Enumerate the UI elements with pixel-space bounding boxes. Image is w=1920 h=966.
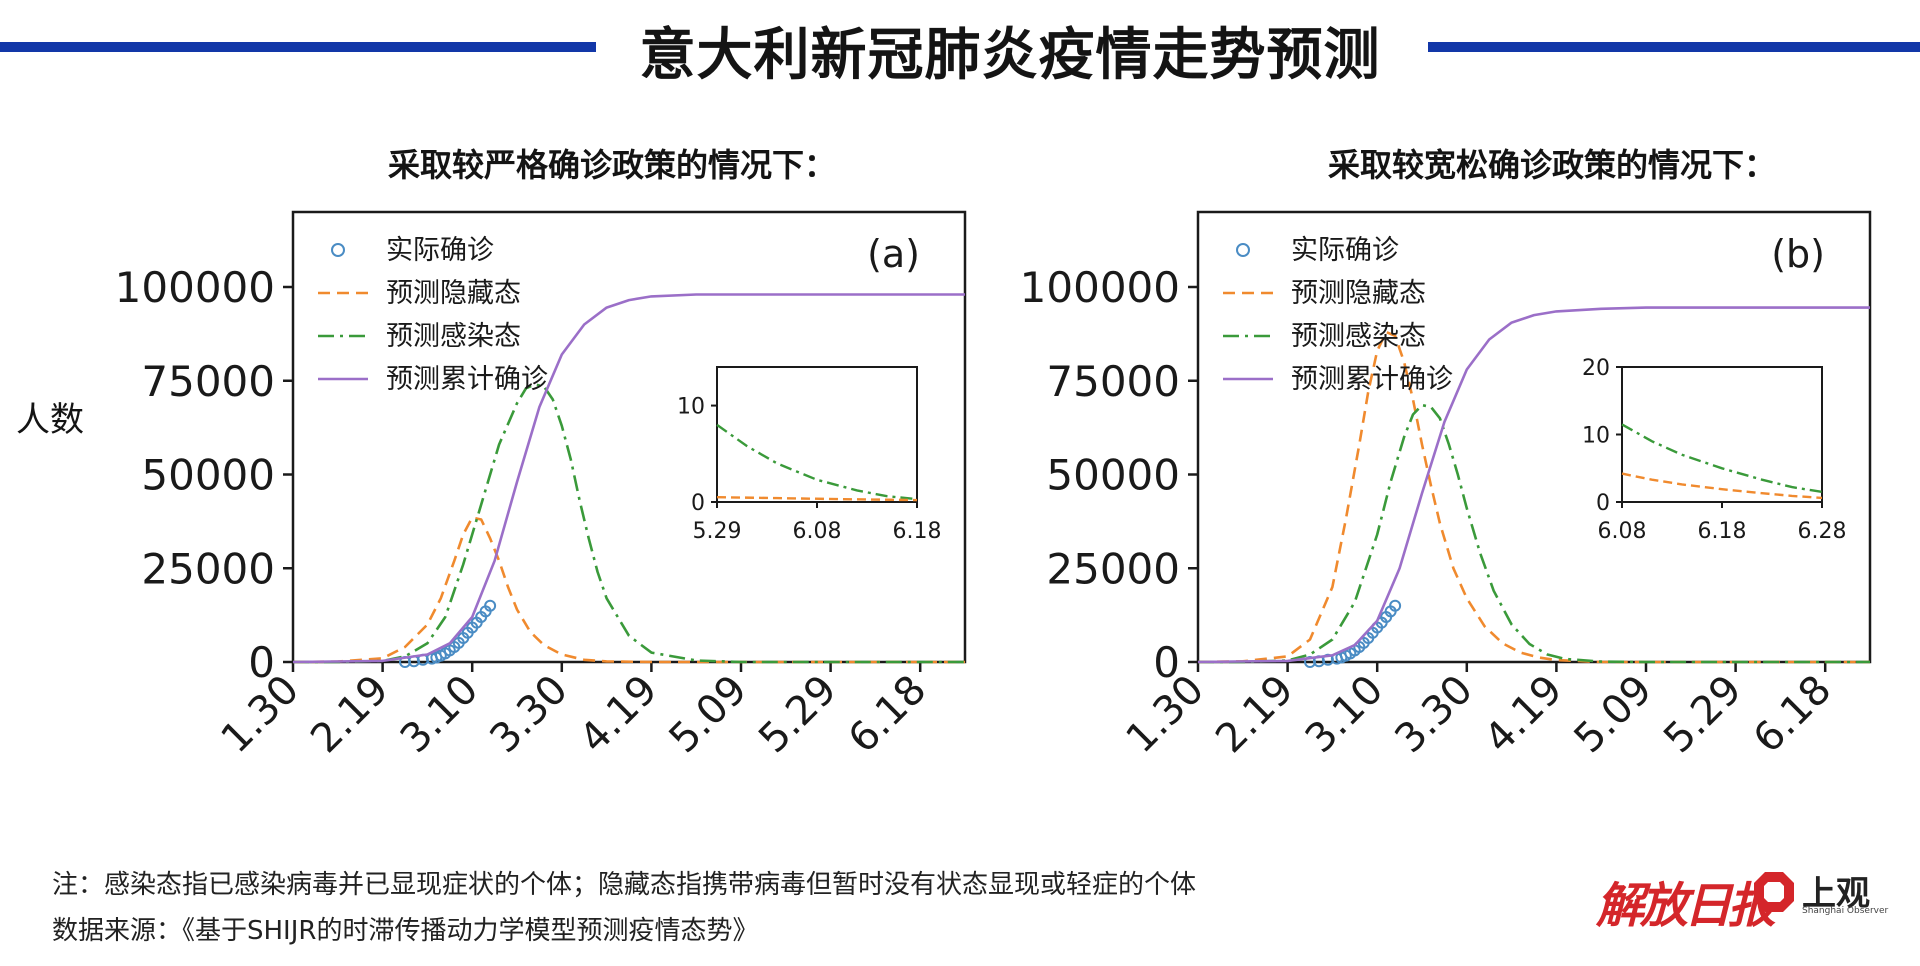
inset-x-tick-label: 6.18 [893, 519, 942, 544]
x-tick-label: 5.09 [661, 667, 757, 763]
inset-frame [1621, 366, 1823, 503]
legend-item-label: 预测感染态 [386, 321, 521, 352]
y-tick-label: 25000 [1046, 544, 1180, 593]
y-tick-label: 50000 [1046, 451, 1180, 500]
inset-series-line [716, 423, 918, 501]
jiefang-daily-logo: 解放日报 [1596, 878, 1776, 934]
series-line [292, 516, 965, 664]
x-tick-label: 1.30 [213, 667, 309, 763]
series-dashdot [293, 383, 965, 664]
panel-label: (b) [1771, 232, 1825, 276]
page-title: 意大利新冠肺炎疫情走势预测 [639, 23, 1381, 88]
inset-frame [716, 366, 918, 503]
series-dashed [292, 516, 965, 664]
legend-swatch [331, 243, 345, 257]
chart-b: 0 25000 50000 75000 100000 1.302.193.103.304.… [1020, 210, 1872, 763]
inset-y-tick-label: 10 [677, 395, 705, 420]
x-tick-label: 6.18 [1745, 667, 1841, 763]
shangguan-logo-text: 上观 [1802, 874, 1870, 914]
shangguan-logo-subtext: Shanghai Observer [1802, 906, 1889, 916]
x-tick-label: 2.19 [1207, 667, 1303, 763]
series-dashdot [1198, 403, 1870, 664]
series-line [1198, 403, 1870, 664]
legend-item-label: 预测累计确诊 [386, 364, 548, 395]
observed-point [484, 599, 497, 612]
x-tick-label: 2.19 [302, 667, 398, 763]
series-line [1197, 330, 1870, 664]
x-tick-label: 3.10 [1297, 667, 1393, 763]
inset-x-tick-label: 5.29 [693, 519, 742, 544]
panel-label: (a) [867, 232, 920, 276]
inset-x-tick-label: 6.18 [1698, 519, 1747, 544]
x-tick-label: 4.19 [1476, 667, 1572, 763]
series-dashed [1197, 330, 1870, 664]
series-line [1197, 306, 1870, 664]
series-solid [1197, 306, 1870, 664]
inset-y-tick-label: 0 [691, 491, 705, 516]
inset-y-tick-label: 20 [1582, 356, 1610, 381]
series-line [293, 383, 965, 664]
y-tick-label: 25000 [141, 544, 275, 593]
x-tick-label: 3.30 [1386, 667, 1482, 763]
inset-series-line [716, 496, 918, 502]
chart-a: 0 25000 50000 75000 100000 1.302.193.103.304.… [115, 210, 967, 763]
x-tick-label: 5.09 [1566, 667, 1662, 763]
inset-y-tick-label: 0 [1596, 491, 1610, 516]
chart-b-subtitle: 采取较宽松确诊政策的情况下： [1328, 146, 1777, 184]
y-tick-label: 50000 [141, 451, 275, 500]
legend-item-label: 实际确诊 [386, 235, 494, 266]
y-tick-label: 100000 [1020, 263, 1180, 312]
legend-item-label: 预测感染态 [1291, 321, 1426, 352]
chart-a-subtitle: 采取较严格确诊政策的情况下： [388, 146, 837, 184]
observed-point [1389, 599, 1402, 612]
y-axis-label: 人数 [16, 400, 84, 440]
footnote-definition: 注：感染态指已感染病毒并已显现症状的个体；隐藏态指携带病毒但暂时没有状态显现或轻… [52, 870, 1197, 900]
inset-x-tick-label: 6.28 [1798, 519, 1847, 544]
y-tick-label: 100000 [115, 263, 275, 312]
inset-series-line [1621, 423, 1823, 494]
legend-swatch [1236, 243, 1250, 257]
inset-x-tick-label: 6.08 [793, 519, 842, 544]
legend-item-label: 预测隐藏态 [386, 278, 521, 309]
series-solid [292, 293, 965, 664]
legend-item-label: 预测累计确诊 [1291, 364, 1453, 395]
x-tick-label: 5.29 [1655, 667, 1751, 763]
legend-item-label: 实际确诊 [1291, 235, 1399, 266]
series-line [292, 293, 965, 664]
inset-x-tick-label: 6.08 [1598, 519, 1647, 544]
x-tick-label: 3.10 [392, 667, 488, 763]
x-tick-label: 1.30 [1118, 667, 1214, 763]
x-tick-label: 3.30 [481, 667, 577, 763]
footnote-source: 数据来源：《基于SHIJR的时滞传播动力学模型预测疫情态势》 [52, 916, 759, 946]
shangguan-logo-icon [1754, 872, 1794, 912]
title-bar: 意大利新冠肺炎疫情走势预测 [0, 0, 1920, 100]
x-tick-label: 5.29 [750, 667, 846, 763]
y-tick-label: 0 [248, 638, 275, 687]
y-tick-label: 0 [1153, 638, 1180, 687]
legend-item-label: 预测隐藏态 [1291, 278, 1426, 309]
y-tick-label: 75000 [141, 357, 275, 406]
title-rule-left [0, 42, 596, 52]
inset-series-line [1621, 472, 1823, 500]
x-tick-label: 4.19 [571, 667, 667, 763]
title-rule-right [1428, 42, 1920, 52]
inset-y-tick-label: 10 [1582, 424, 1610, 449]
y-tick-label: 75000 [1046, 357, 1180, 406]
series-circles [399, 599, 497, 668]
